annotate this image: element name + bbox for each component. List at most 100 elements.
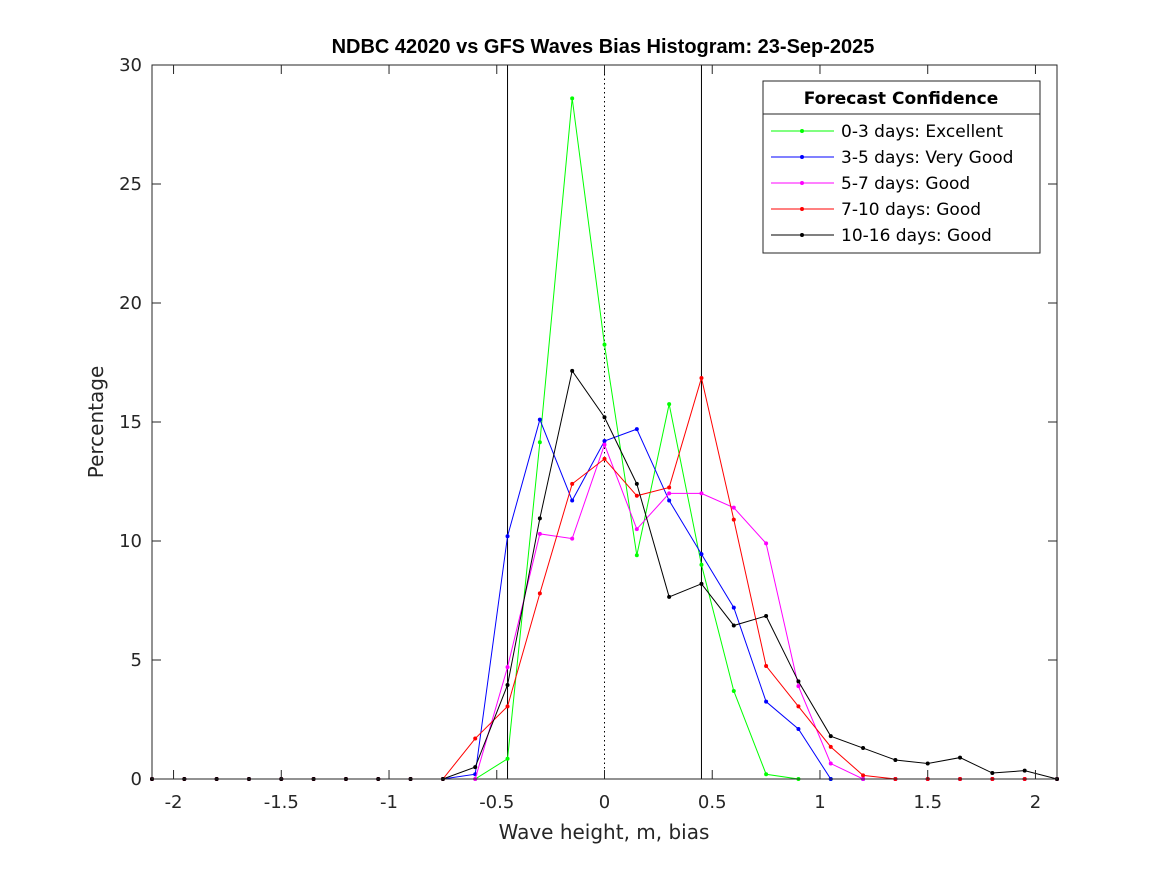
data-point [537,417,542,422]
y-tick-label: 25 [119,174,142,195]
legend-title: Forecast Confidence [804,89,999,109]
data-point [634,481,639,486]
legend-swatch-marker [800,207,804,211]
y-tick-label: 20 [119,293,142,314]
chart-title: NDBC 42020 vs GFS Waves Bias Histogram: … [332,36,875,58]
data-point [634,553,639,558]
data-point [473,765,478,770]
data-point [667,402,672,407]
x-axis: -2 -1.5 -1 -0.5 0 0.5 1 1.5 2 [165,65,1041,813]
legend-swatch-marker [800,181,804,185]
x-tick-label: -0.5 [479,792,514,813]
data-point [796,704,801,709]
data-point [1022,768,1027,773]
data-point [570,481,575,486]
data-point [537,591,542,596]
data-point [925,761,930,766]
legend-swatch-marker [800,233,804,237]
data-point [667,498,672,503]
data-point [731,605,736,610]
data-point [990,771,995,776]
data-point [893,757,898,762]
data-point [602,342,607,347]
x-axis-label: Wave height, m, bias [499,820,710,844]
data-point [796,684,801,689]
data-point [634,493,639,498]
data-point [958,755,963,760]
data-point [602,442,607,447]
data-point [505,704,510,709]
data-point [764,541,769,546]
data-point [699,552,704,557]
legend-item: 3-5 days: Very Good [771,148,1013,168]
data-point [570,96,575,101]
y-axis-label: Percentage [84,366,108,479]
data-point [699,491,704,496]
legend-item: 5-7 days: Good [771,174,970,194]
legend-box [762,80,1041,254]
legend-item: 7-10 days: Good [771,200,981,220]
data-point [505,756,510,761]
data-point [667,491,672,496]
x-tick-label: 1.5 [913,792,942,813]
data-point [699,375,704,380]
data-point [602,456,607,461]
y-tick-label: 0 [131,769,142,790]
data-point [505,682,510,687]
data-point [731,517,736,522]
data-point [764,699,769,704]
data-point [699,562,704,567]
x-tick-label: 0 [599,792,610,813]
y-tick-label: 15 [119,412,142,433]
data-point [731,623,736,628]
data-point [861,773,866,778]
data-point [537,531,542,536]
data-point [828,761,833,766]
legend-label: 7-10 days: Good [841,200,981,220]
data-point [537,516,542,521]
data-point [731,688,736,693]
x-tick-label: 2 [1030,792,1041,813]
data-point [634,427,639,432]
legend-label: 10-16 days: Good [841,226,992,246]
legend-label: 5-7 days: Good [841,174,970,194]
data-point [861,746,866,751]
y-axis: 0 5 10 15 20 25 30 [119,55,1057,790]
data-point [473,736,478,741]
data-point [667,594,672,599]
data-point [731,505,736,510]
data-point [667,485,672,490]
reference-lines [507,65,702,779]
data-point [602,439,607,444]
x-tick-label: 0.5 [698,792,727,813]
data-point [764,613,769,618]
data-point [764,772,769,777]
data-point [570,536,575,541]
legend-item: 0-3 days: Excellent [771,122,1003,142]
y-tick-label: 30 [119,55,142,76]
x-tick-label: -1 [380,792,398,813]
data-point [570,498,575,503]
legend-label: 0-3 days: Excellent [841,122,1003,142]
legend-swatch-marker [800,129,804,133]
data-point [505,534,510,539]
data-point [828,734,833,739]
legend: Forecast Confidence 0-3 days: Excellent 3… [762,80,1041,254]
data-point [570,368,575,373]
x-tick-label: -2 [165,792,183,813]
data-point [699,581,704,586]
y-tick-label: 5 [131,650,142,671]
data-point [634,527,639,532]
x-tick-label: -1.5 [264,792,299,813]
data-point [764,663,769,668]
legend-swatch-marker [800,155,804,159]
legend-entries: 0-3 days: Excellent 3-5 days: Very Good 5-… [771,122,1013,246]
data-point [602,415,607,420]
legend-item: 10-16 days: Good [771,226,992,246]
data-point [828,744,833,749]
data-point [537,440,542,445]
y-tick-label: 10 [119,531,142,552]
data-point [505,665,510,670]
legend-label: 3-5 days: Very Good [841,148,1013,168]
